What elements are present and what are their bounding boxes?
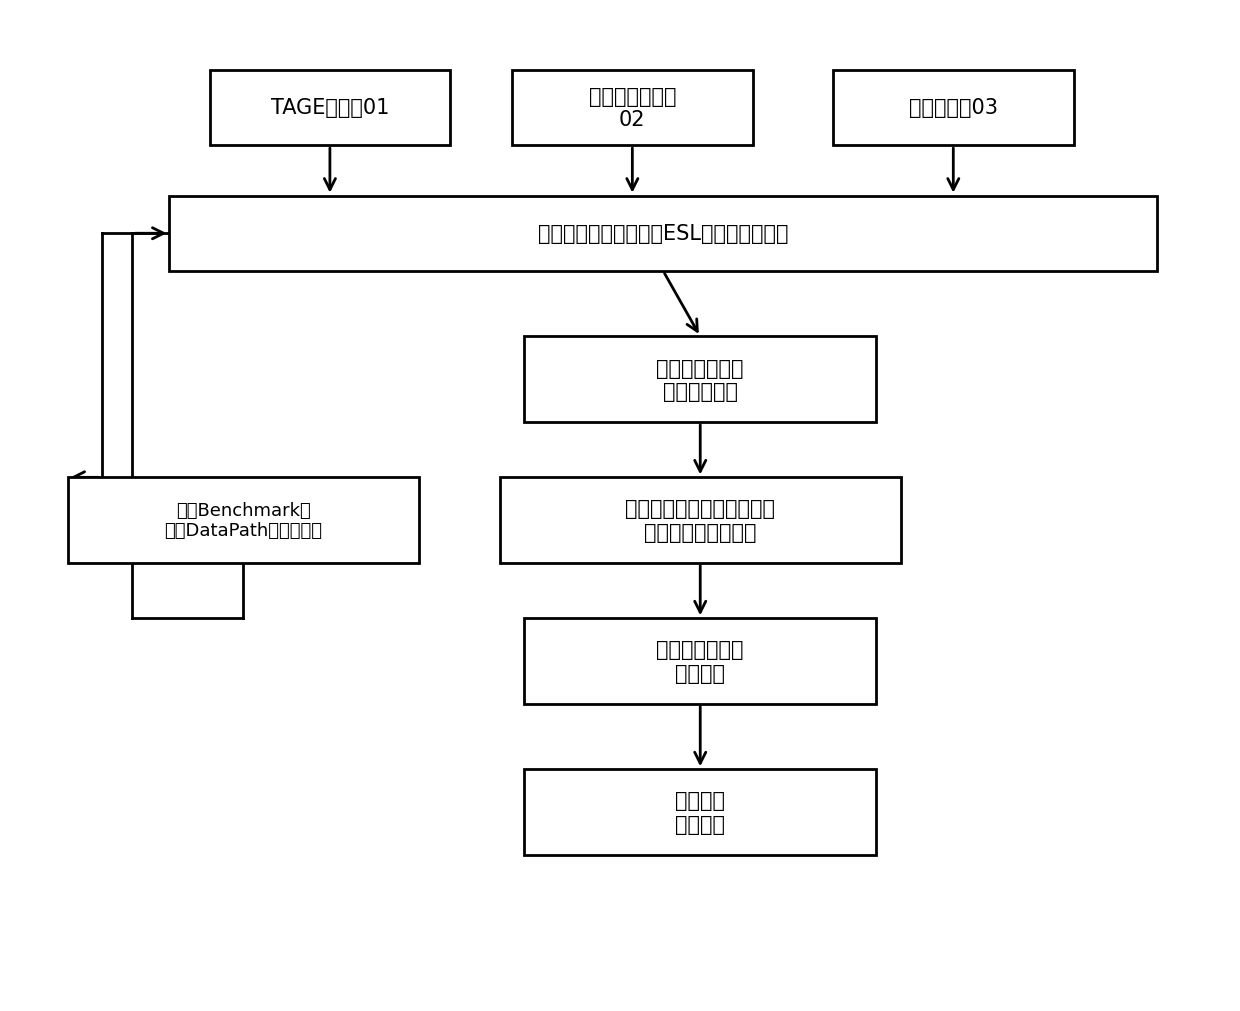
Bar <box>512 71 753 146</box>
Text: 处理器专用性能
监测部件: 处理器专用性能 监测部件 <box>656 640 744 682</box>
Text: 关键数据
汇总部件: 关键数据 汇总部件 <box>676 791 725 834</box>
Bar <box>210 71 450 146</box>
Text: 高精度混合分支预测器ESL参数化系统建模: 高精度混合分支预测器ESL参数化系统建模 <box>538 224 789 244</box>
Text: 统计校正预测器
02: 统计校正预测器 02 <box>589 87 676 130</box>
Bar <box>525 337 877 423</box>
Text: 结合Benchmark及
关键DataPath的性能分析: 结合Benchmark及 关键DataPath的性能分析 <box>165 501 322 540</box>
Bar <box>500 478 900 563</box>
Text: 循环预测器03: 循环预测器03 <box>909 98 998 118</box>
Text: TAGE预测器01: TAGE预测器01 <box>270 98 389 118</box>
Bar <box>170 196 1157 272</box>
Bar <box>525 619 877 704</box>
Text: 基于硬件计数器的处理器体
系结构性能分析部件: 基于硬件计数器的处理器体 系结构性能分析部件 <box>625 499 775 542</box>
Bar <box>68 478 419 563</box>
Text: 混合分支预测器
量化分析部件: 混合分支预测器 量化分析部件 <box>656 358 744 401</box>
Bar <box>833 71 1074 146</box>
Bar <box>525 769 877 855</box>
